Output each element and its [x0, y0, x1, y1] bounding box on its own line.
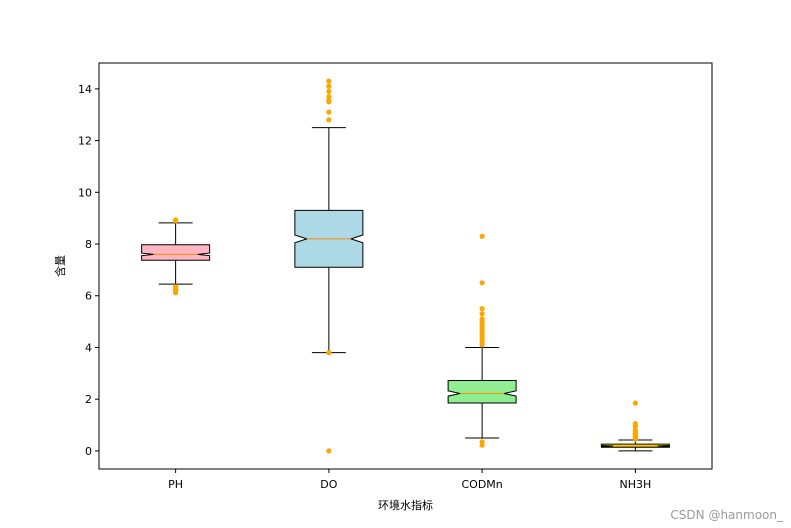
- y-tick-label: 8: [85, 238, 92, 251]
- plot-frame: [98, 62, 713, 470]
- outlier-point: [326, 88, 332, 95]
- outlier-point: [326, 94, 332, 100]
- y-tick-label: 4: [85, 341, 92, 354]
- x-tick-label: PH: [168, 478, 183, 491]
- y-tick-label: 2: [85, 393, 92, 406]
- outlier-point: [326, 448, 332, 454]
- box-codmn: [447, 380, 517, 404]
- outlier-point: [326, 350, 332, 356]
- x-tick-label: NH3H: [619, 478, 651, 491]
- y-axis-label: 含量: [53, 255, 67, 277]
- box-ph: [141, 244, 211, 261]
- outlier-point: [326, 83, 332, 89]
- outlier-point: [632, 400, 638, 406]
- outlier-point: [326, 99, 332, 105]
- x-axis-label: 环境水指标: [378, 498, 433, 512]
- outlier-point: [479, 442, 485, 448]
- outlier-point: [479, 233, 485, 239]
- outlier-point: [326, 117, 332, 123]
- y-tick-label: 6: [85, 290, 92, 303]
- y-tick-label: 10: [78, 186, 92, 199]
- outlier-point: [479, 342, 485, 348]
- outlier-point: [479, 280, 485, 286]
- outlier-point: [632, 436, 638, 442]
- outlier-point: [479, 306, 485, 312]
- outlier-point: [173, 290, 179, 296]
- outlier-point: [173, 218, 179, 224]
- outlier-point: [632, 423, 638, 429]
- y-tick-label: 12: [78, 135, 92, 148]
- y-tick-label: 14: [78, 83, 92, 96]
- outlier-point: [326, 109, 332, 115]
- outlier-point: [479, 311, 485, 317]
- watermark: CSDN @hanmoon_: [670, 508, 783, 522]
- outlier-point: [326, 78, 332, 84]
- plot-layer: 0 2 4 6 8 10 12 14 PH DO CODMn NH3H: [78, 62, 713, 491]
- x-tick-label: DO: [320, 478, 337, 491]
- y-tick-label: 0: [85, 445, 92, 458]
- x-tick-label: CODMn: [461, 478, 502, 491]
